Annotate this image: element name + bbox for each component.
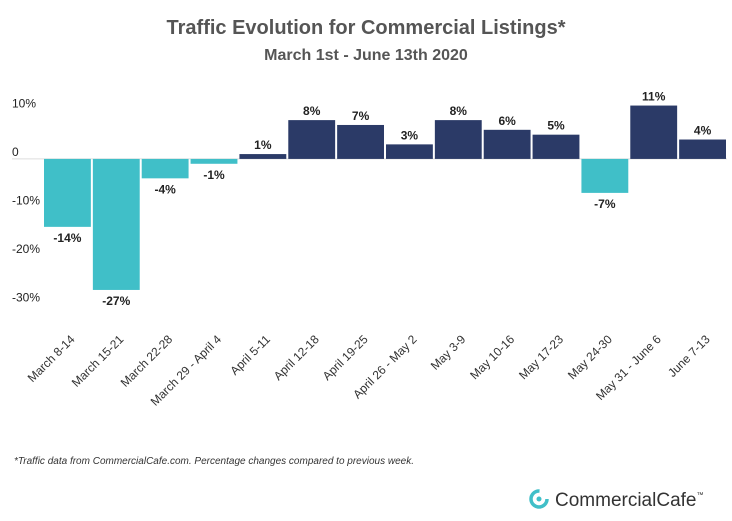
- x-tick-label: June 7-13: [665, 332, 713, 380]
- brand-mark: ™: [696, 492, 703, 499]
- logo: CommercialCafe™: [529, 489, 703, 511]
- bar: [532, 134, 580, 159]
- data-label: -27%: [102, 294, 130, 308]
- data-label: 11%: [642, 90, 666, 104]
- x-tick-label: April 5-11: [227, 332, 273, 378]
- data-label: 7%: [352, 109, 370, 123]
- bar: [190, 158, 238, 164]
- bar: [141, 158, 189, 179]
- bar: [581, 158, 629, 193]
- chart-subtitle: March 1st - June 13th 2020: [264, 47, 468, 64]
- y-tick-label: -10%: [12, 193, 40, 207]
- y-tick-label: 10%: [12, 96, 36, 110]
- data-label: 1%: [254, 138, 272, 152]
- bar: [44, 158, 91, 227]
- x-tick-label: March 8-14: [25, 332, 78, 385]
- logo-icon: [529, 489, 549, 509]
- x-tick-label: April 19-25: [320, 332, 371, 383]
- bar: [92, 158, 140, 290]
- bar: [386, 144, 433, 159]
- bar: [239, 154, 287, 159]
- bar: [434, 120, 482, 159]
- x-tick-label: May 3-9: [428, 332, 469, 373]
- data-label: -4%: [154, 182, 176, 196]
- data-label: 3%: [401, 128, 419, 142]
- bar: [630, 105, 678, 159]
- chart-title: Traffic Evolution for Commercial Listing…: [167, 17, 566, 39]
- y-tick-label: -20%: [12, 242, 40, 256]
- data-label: -7%: [594, 197, 616, 211]
- data-label: 8%: [450, 104, 468, 118]
- x-tick-label: May 24-30: [565, 332, 615, 382]
- bar: [679, 139, 726, 159]
- data-label: 4%: [694, 124, 712, 138]
- bar: [288, 120, 336, 159]
- logo-dot: [536, 496, 542, 502]
- x-tick-label: April 12-18: [271, 332, 322, 383]
- x-tick-label: May 17-23: [516, 332, 566, 382]
- data-label: 5%: [547, 119, 565, 133]
- brand-name: CommercialCafe: [555, 490, 696, 511]
- x-tick-label: May 10-16: [467, 332, 517, 382]
- bar: [337, 124, 384, 159]
- footnote: *Traffic data from CommercialCafe.com. P…: [14, 456, 414, 467]
- y-tick-label: -30%: [12, 290, 40, 304]
- data-label: 6%: [498, 114, 516, 128]
- brand: CommercialCafe™: [555, 490, 703, 511]
- y-tick-label: 0: [12, 145, 19, 159]
- bar: [483, 129, 531, 159]
- data-label: 8%: [303, 104, 321, 118]
- data-label: -14%: [53, 231, 81, 245]
- data-label: -1%: [203, 168, 225, 182]
